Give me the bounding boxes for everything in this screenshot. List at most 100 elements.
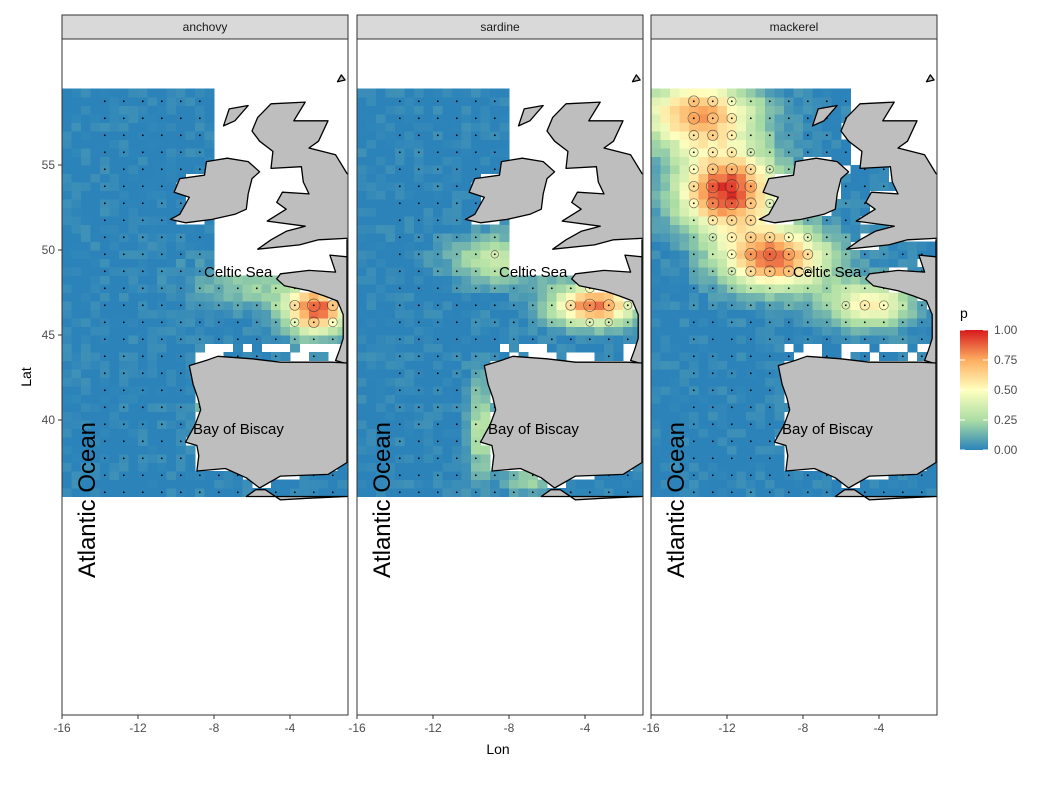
grid-cell xyxy=(499,216,510,225)
grid-cell xyxy=(138,445,148,455)
grid-cell xyxy=(376,148,386,157)
grid-cell xyxy=(442,122,453,132)
grid-cell xyxy=(147,386,158,395)
grid-cell xyxy=(461,377,472,387)
grid-cell xyxy=(71,182,82,191)
sample-point xyxy=(198,270,201,273)
grid-cell xyxy=(395,377,405,387)
grid-cell xyxy=(404,173,415,183)
sample-point xyxy=(179,134,182,137)
label-atlantic-ocean: Atlantic Ocean xyxy=(369,422,396,578)
grid-cell xyxy=(90,122,101,132)
grid-cell xyxy=(461,309,472,319)
grid-cell xyxy=(385,241,396,251)
grid-cell xyxy=(547,309,557,319)
grid-cell xyxy=(423,241,434,251)
grid-cell xyxy=(926,250,937,259)
grid-cell xyxy=(679,267,690,276)
grid-cell xyxy=(746,309,756,319)
grid-cell xyxy=(90,343,101,353)
x-tick-label: -16 xyxy=(53,721,71,735)
grid-cell xyxy=(679,377,690,387)
grid-cell xyxy=(698,488,709,497)
grid-cell xyxy=(366,233,377,242)
grid-cell xyxy=(651,114,661,123)
grid-cell xyxy=(109,173,120,183)
grid-cell xyxy=(385,199,396,208)
grid-cell xyxy=(736,437,747,446)
grid-cell xyxy=(708,309,718,319)
x-tick-label: -8 xyxy=(504,721,515,735)
grid-cell xyxy=(157,377,167,387)
grid-cell xyxy=(917,241,927,251)
grid-cell xyxy=(736,233,747,242)
grid-cell xyxy=(670,377,680,387)
grid-cell xyxy=(318,318,329,327)
grid-cell xyxy=(442,479,453,489)
grid-cell xyxy=(128,275,139,285)
grid-cell xyxy=(755,165,766,174)
grid-cell xyxy=(204,258,215,268)
grid-cell xyxy=(869,182,880,191)
grid-cell xyxy=(755,420,766,429)
grid-cell xyxy=(185,156,196,166)
grid-cell xyxy=(204,488,215,497)
sample-point xyxy=(160,491,163,494)
grid-cell xyxy=(480,309,491,319)
grid-cell xyxy=(71,369,82,378)
grid-cell xyxy=(660,386,671,395)
grid-cell xyxy=(708,173,718,183)
sample-point xyxy=(122,440,125,443)
grid-cell xyxy=(366,88,377,98)
grid-cell xyxy=(850,173,861,183)
grid-cell xyxy=(841,139,851,149)
sample-point xyxy=(179,355,182,358)
grid-cell xyxy=(660,131,671,140)
grid-cell xyxy=(90,445,101,455)
grid-cell xyxy=(166,114,177,123)
grid-cell xyxy=(499,88,510,98)
grid-cell xyxy=(689,275,699,285)
grid-cell xyxy=(594,488,605,497)
grid-cell xyxy=(774,105,785,115)
grid-cell xyxy=(166,275,177,285)
grid-cell xyxy=(376,301,386,310)
grid-cell xyxy=(185,454,196,463)
sample-point xyxy=(179,151,182,154)
grid-cell xyxy=(907,301,918,310)
sample-point xyxy=(711,406,714,409)
grid-cell xyxy=(556,352,567,361)
grid-cell xyxy=(651,309,661,319)
grid-cell xyxy=(376,471,386,480)
sample-point xyxy=(255,321,258,324)
grid-cell xyxy=(499,97,510,106)
sample-point xyxy=(141,389,144,392)
grid-cell xyxy=(480,488,491,497)
grid-cell xyxy=(185,488,196,497)
grid-cell xyxy=(850,275,861,285)
grid-cell xyxy=(357,309,367,319)
grid-cell xyxy=(100,462,110,472)
sample-point xyxy=(787,117,790,120)
grid-cell xyxy=(109,420,120,429)
sample-point xyxy=(901,253,904,256)
grid-cell xyxy=(698,420,709,429)
grid-cell xyxy=(774,284,785,293)
sample-point xyxy=(588,321,591,324)
sample-point xyxy=(179,100,182,103)
sample-point xyxy=(787,338,790,341)
grid-cell xyxy=(376,139,386,149)
grid-cell xyxy=(81,394,91,404)
grid-cell xyxy=(822,326,832,336)
grid-cell xyxy=(926,471,937,480)
sample-point xyxy=(198,151,201,154)
grid-cell xyxy=(490,88,500,98)
grid-cell xyxy=(433,173,443,183)
grid-cell xyxy=(395,173,405,183)
grid-cell xyxy=(109,131,120,140)
grid-cell xyxy=(480,97,491,106)
grid-cell xyxy=(423,165,434,174)
grid-cell xyxy=(660,309,671,319)
grid-cell xyxy=(404,394,415,404)
grid-cell xyxy=(100,105,110,115)
